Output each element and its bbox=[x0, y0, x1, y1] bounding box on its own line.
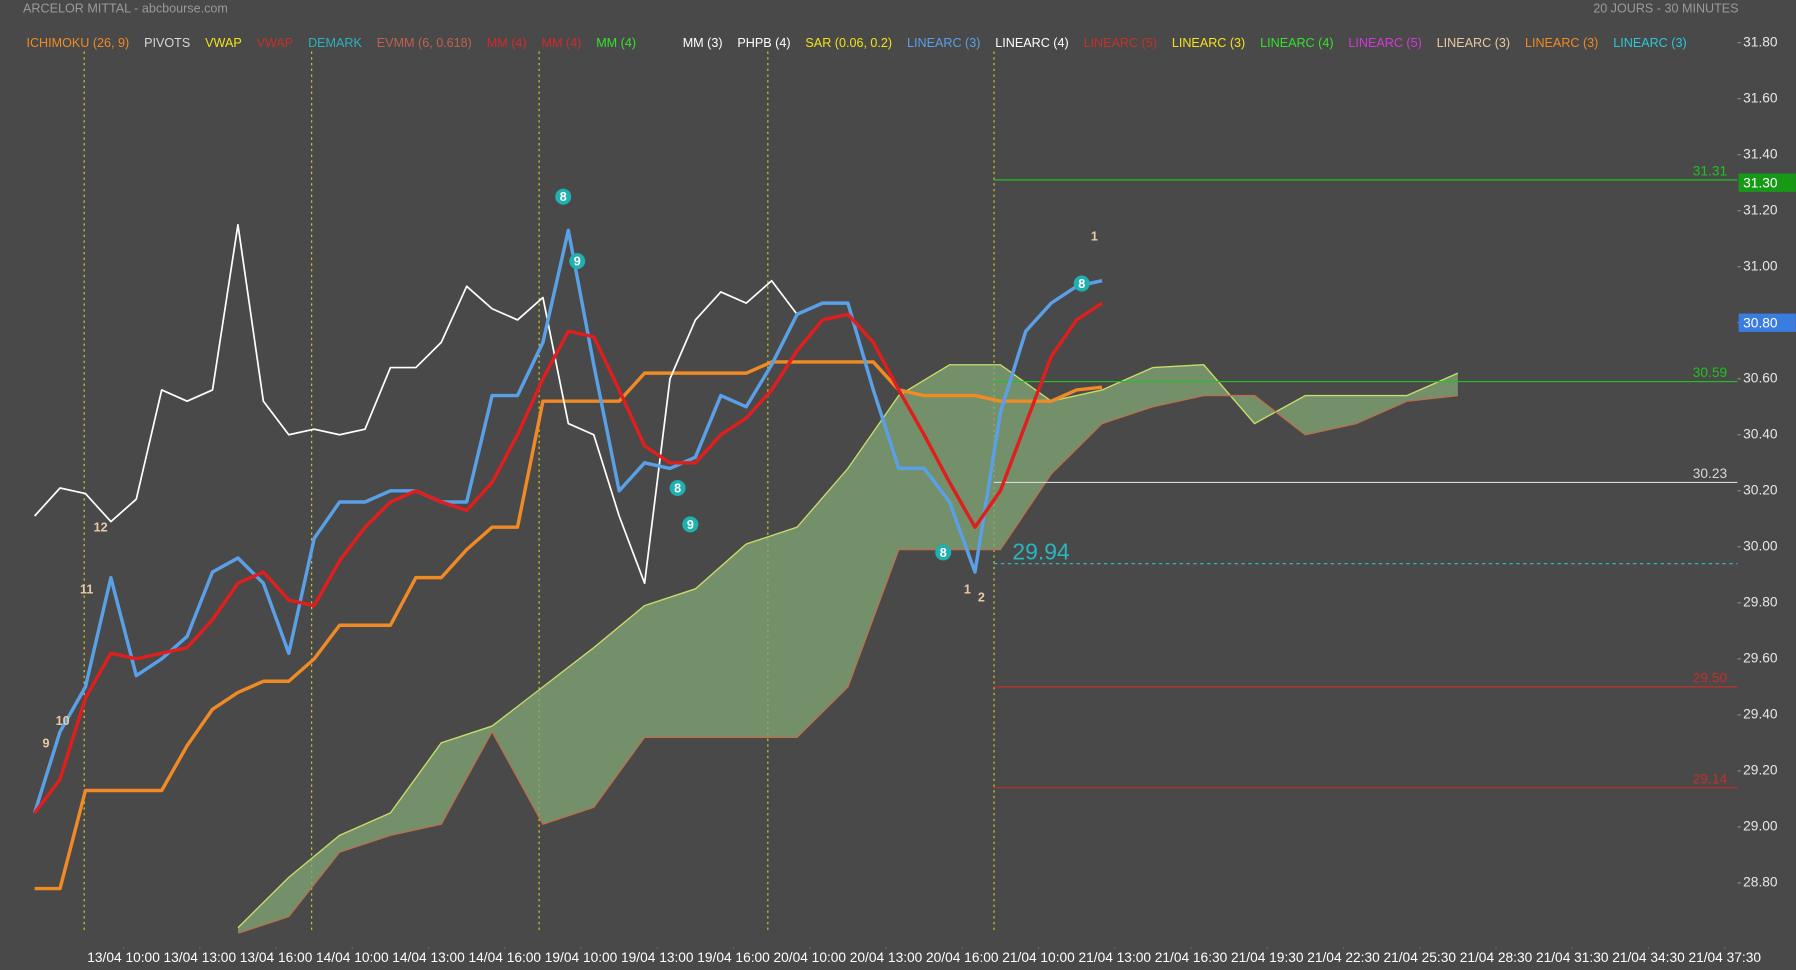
indicator-line bbox=[34, 360, 1103, 891]
x-tick-label: 19/04 10:00 bbox=[545, 950, 618, 965]
level-label: 29.50 bbox=[1693, 670, 1728, 685]
x-tick-label: 20/04 16:00 bbox=[926, 950, 999, 965]
level-label: 29.94 bbox=[1012, 538, 1070, 564]
count-label: 12 bbox=[94, 521, 108, 535]
y-tick-label: 29.20 bbox=[1743, 763, 1778, 778]
indicator-label: LINEARC (3) bbox=[1172, 36, 1245, 50]
level-label: 30.23 bbox=[1693, 466, 1728, 481]
x-tick-label: 21/04 34:30 bbox=[1612, 950, 1685, 965]
indicator-label: LINEARC (3) bbox=[1437, 36, 1510, 50]
count-label: 10 bbox=[56, 714, 70, 728]
y-tick-label: 30.00 bbox=[1743, 538, 1778, 553]
indicator-label: LINEARC (3) bbox=[907, 36, 980, 50]
indicator-line bbox=[33, 301, 1104, 814]
x-tick-label: 21/04 10:00 bbox=[1002, 950, 1075, 965]
y-tick-label: 29.00 bbox=[1743, 819, 1778, 834]
x-tick-label: 13/04 10:00 bbox=[87, 950, 160, 965]
y-tick-label: 31.00 bbox=[1743, 258, 1778, 273]
count-label: 11 bbox=[80, 582, 93, 596]
indicator-label: PHPB (4) bbox=[737, 36, 790, 50]
indicator-label: LINEARC (3) bbox=[1525, 36, 1598, 50]
indicator-label: EVMM (6, 0.618) bbox=[377, 36, 472, 50]
x-tick-label: 21/04 25:30 bbox=[1383, 950, 1456, 965]
x-tick-label: 14/04 10:00 bbox=[316, 950, 389, 965]
x-tick-label: 21/04 16:30 bbox=[1155, 950, 1228, 965]
price-box-label: 31.30 bbox=[1743, 175, 1778, 190]
indicator-label: MM (3) bbox=[683, 36, 723, 50]
y-tick-label: 30.20 bbox=[1743, 482, 1778, 497]
x-tick-label: 21/04 19:30 bbox=[1231, 950, 1304, 965]
ichimoku-cloud bbox=[237, 364, 1458, 934]
count-label: 1 bbox=[964, 582, 971, 596]
indicator-label: PIVOTS bbox=[144, 36, 190, 50]
count-label: 2 bbox=[978, 591, 985, 605]
indicator-label: LINEARC (5) bbox=[1084, 36, 1157, 50]
x-tick-label: 19/04 16:00 bbox=[697, 950, 770, 965]
indicator-label: LINEARC (3) bbox=[1613, 36, 1686, 50]
indicator-label: VWAP bbox=[257, 36, 294, 50]
price-box bbox=[1738, 313, 1796, 332]
count-marker bbox=[682, 516, 699, 533]
indicator-label: LINEARC (5) bbox=[1348, 36, 1421, 50]
indicator-label: LINEARC (4) bbox=[995, 36, 1068, 50]
chart-subtitle: 20 JOURS - 30 MINUTES bbox=[1593, 1, 1738, 15]
count-label: 8 bbox=[1078, 277, 1085, 291]
chart-title: ARCELOR MITTAL - abcbourse.com bbox=[23, 1, 228, 15]
count-marker bbox=[669, 479, 686, 497]
x-tick-label: 20/04 13:00 bbox=[850, 950, 923, 965]
indicator-line bbox=[33, 223, 798, 585]
level-label: 29.14 bbox=[1693, 771, 1728, 786]
indicator-label: SAR (0.06, 0.2) bbox=[805, 36, 892, 50]
indicator-label: LINEARC (4) bbox=[1260, 36, 1333, 50]
indicator-label: DEMARK bbox=[308, 36, 362, 50]
price-box-label: 30.80 bbox=[1743, 316, 1778, 331]
y-tick-label: 29.40 bbox=[1743, 707, 1778, 722]
y-tick-label: 29.60 bbox=[1743, 650, 1778, 665]
count-label: 1 bbox=[1091, 229, 1098, 243]
level-label: 31.31 bbox=[1693, 163, 1727, 178]
indicator-label: MM (4) bbox=[487, 36, 527, 50]
y-tick-label: 31.20 bbox=[1743, 202, 1778, 217]
y-tick-label: 31.40 bbox=[1743, 146, 1778, 161]
indicator-label: MM (4) bbox=[596, 36, 636, 50]
y-tick-label: 30.60 bbox=[1743, 370, 1778, 385]
count-label: 9 bbox=[43, 736, 50, 750]
x-tick-label: 21/04 37:30 bbox=[1688, 950, 1761, 965]
count-marker bbox=[555, 188, 572, 205]
count-label: 8 bbox=[560, 190, 567, 204]
y-tick-label: 31.60 bbox=[1743, 90, 1778, 105]
y-tick-label: 29.80 bbox=[1743, 594, 1778, 609]
count-label: 8 bbox=[940, 546, 947, 560]
indicator-label: ICHIMOKU (26, 9) bbox=[26, 36, 129, 50]
count-marker bbox=[935, 544, 952, 561]
indicator-line bbox=[32, 228, 1103, 814]
count-label: 8 bbox=[674, 481, 681, 495]
cloud-edge bbox=[237, 364, 1459, 929]
y-tick-label: 31.80 bbox=[1743, 34, 1778, 49]
x-tick-label: 21/04 22:30 bbox=[1307, 950, 1380, 965]
x-tick-label: 19/04 13:00 bbox=[621, 950, 694, 965]
indicator-label: MM (4) bbox=[541, 36, 581, 50]
x-tick-label: 13/04 16:00 bbox=[240, 950, 313, 965]
x-tick-label: 13/04 13:00 bbox=[164, 950, 237, 965]
x-tick-label: 20/04 10:00 bbox=[774, 950, 847, 965]
count-label: 9 bbox=[687, 518, 694, 532]
y-tick-label: 30.40 bbox=[1743, 426, 1778, 441]
x-tick-label: 14/04 13:00 bbox=[392, 950, 465, 965]
indicator-label: VWAP bbox=[205, 36, 242, 50]
x-tick-label: 21/04 28:30 bbox=[1460, 950, 1533, 965]
x-tick-label: 21/04 13:00 bbox=[1078, 950, 1151, 965]
x-tick-label: 14/04 16:00 bbox=[469, 950, 542, 965]
level-label: 30.59 bbox=[1693, 365, 1727, 380]
x-tick-label: 21/04 31:30 bbox=[1536, 950, 1609, 965]
y-tick-label: 28.80 bbox=[1743, 875, 1778, 890]
count-marker bbox=[1073, 275, 1090, 292]
count-marker bbox=[569, 253, 586, 270]
price-box bbox=[1738, 173, 1796, 192]
count-label: 9 bbox=[574, 255, 581, 269]
cloud-edge bbox=[237, 394, 1458, 934]
